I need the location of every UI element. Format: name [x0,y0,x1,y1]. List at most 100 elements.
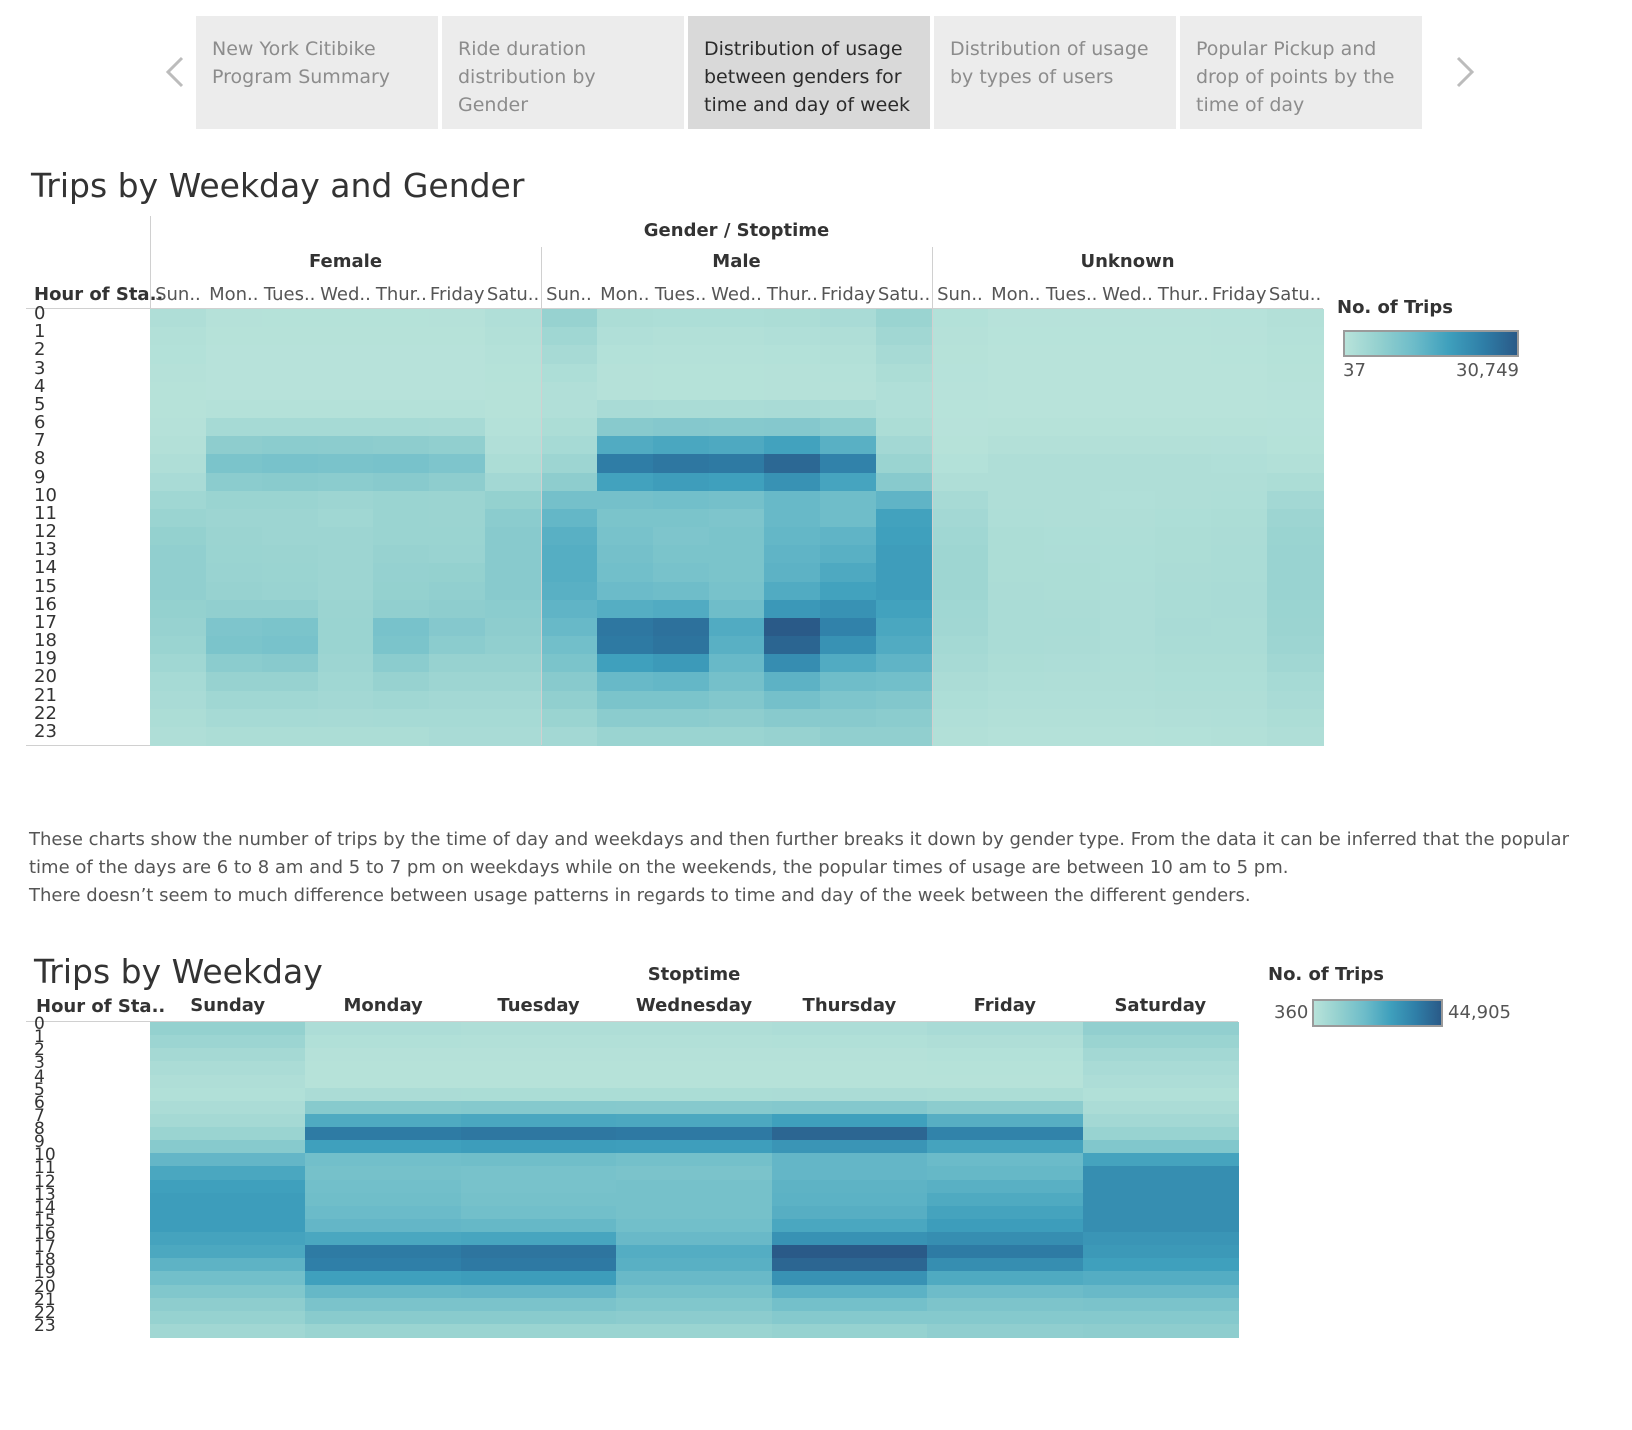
heatmap-cell [1267,508,1324,528]
heatmap-cell [205,527,263,546]
story-navigation: New York Citibike Program Summary Ride dur… [0,0,1632,140]
story-tab-1[interactable]: New York Citibike Program Summary [196,16,438,129]
chart1-gender-header: Unknown [1080,251,1175,272]
heatmap-cell [987,436,1045,455]
heatmap-cell [305,1022,462,1036]
heatmap-cell [485,527,542,546]
chart2-header-rule [26,1021,1238,1022]
heatmap-cell [317,436,375,455]
heatmap-cell [652,490,710,510]
heatmap-cell [460,1166,617,1181]
heatmap-cell [1155,581,1212,601]
heatmap-cell [616,1258,773,1272]
story-tab-3[interactable]: Distribution of usage between genders for… [688,16,930,129]
heatmap-cell [987,654,1045,673]
heatmap-cell [460,1192,617,1207]
story-tab-label-line: by types of users [950,66,1114,88]
chart1-day-header: Satu.. [1268,284,1322,305]
heatmap-cell [1099,436,1157,455]
heatmap-cell [708,399,766,419]
story-tab-4[interactable]: Distribution of usage by types of users [934,16,1176,129]
heatmap-cell [708,309,766,328]
heatmap-cell [373,436,430,455]
chart2-hour-label: 0 [34,1014,45,1034]
heatmap-cell [150,1035,307,1049]
heatmap-cell [150,1232,307,1246]
heatmap-cell [305,1127,462,1141]
heatmap-cell [987,563,1045,583]
heatmap-cell [373,636,430,655]
heatmap-cell [708,508,766,528]
heatmap-cell [876,436,933,455]
heatmap-cell [771,1140,928,1154]
heatmap-cell [652,617,710,637]
previous-arrow-icon[interactable] [158,52,198,92]
chart1-legend-gradient [1343,330,1519,357]
story-tab-5[interactable]: Popular Pickup and drop of points by the t… [1180,16,1422,129]
heatmap-cell [596,581,654,601]
heatmap-cell [1155,726,1212,746]
heatmap-cell [927,1127,1084,1141]
chart1-day-header: Satu.. [486,284,540,305]
heatmap-cell [1267,545,1324,564]
heatmap-cell [708,599,766,619]
heatmap-cell [1155,636,1212,655]
chart1-day-header: Mon.. [991,284,1041,305]
heatmap-cell [150,1074,307,1089]
heatmap-cell [485,363,542,383]
story-tab-2[interactable]: Ride duration distribution by Gender [442,16,684,129]
heatmap-cell [1211,690,1268,710]
heatmap-cell [317,599,375,619]
heatmap-cell [460,1232,617,1246]
heatmap-cell [987,418,1045,437]
heatmap-cell [541,399,598,419]
heatmap-cell [205,654,263,673]
heatmap-cell [616,1074,773,1089]
heatmap-cell [1082,1205,1239,1220]
heatmap-cell [764,636,821,655]
heatmap-cell [616,1087,773,1102]
heatmap-cell [876,617,933,637]
heatmap-cell [1155,436,1212,455]
heatmap-cell [261,636,319,655]
heatmap-cell [876,363,933,383]
heatmap-cell [150,545,207,564]
heatmap-cell [932,636,989,655]
heatmap-cell [820,436,877,455]
heatmap-cell [261,545,319,564]
next-arrow-icon[interactable] [1444,52,1484,92]
chart1-legend-min: 37 [1343,360,1366,381]
heatmap-cell [485,636,542,655]
heatmap-cell [927,1166,1084,1181]
heatmap-cell [596,545,654,564]
heatmap-cell [596,399,654,419]
heatmap-cell [987,363,1045,383]
heatmap-cell [652,472,710,492]
heatmap-cell [1099,309,1157,328]
heatmap-cell [1082,1271,1239,1286]
chart2-hour-label: 23 [34,1315,56,1336]
heatmap-cell [205,508,263,528]
heatmap-cell [820,381,877,401]
chart1-hour-label: 7 [34,430,46,452]
heatmap-cell [596,454,654,474]
heatmap-cell [927,1022,1084,1036]
heatmap-cell [150,581,207,601]
chart1-day-header: Sun.. [155,284,201,305]
heatmap-cell [987,581,1045,601]
chart1-hour-label: 3 [34,357,46,379]
chart2-hour-label: 11 [34,1158,56,1179]
heatmap-cell [876,708,933,728]
heatmap-cell [1267,436,1324,455]
heatmap-cell [317,490,375,510]
heatmap-cell [932,581,989,601]
heatmap-cell [150,1140,307,1154]
heatmap-cell [460,1258,617,1272]
heatmap-cell [596,363,654,383]
heatmap-cell [764,363,821,383]
chart1-hour-label: 4 [34,375,46,397]
heatmap-cell [616,1271,773,1286]
heatmap-cell [708,363,766,383]
heatmap-cell [652,599,710,619]
heatmap-cell [927,1153,1084,1167]
